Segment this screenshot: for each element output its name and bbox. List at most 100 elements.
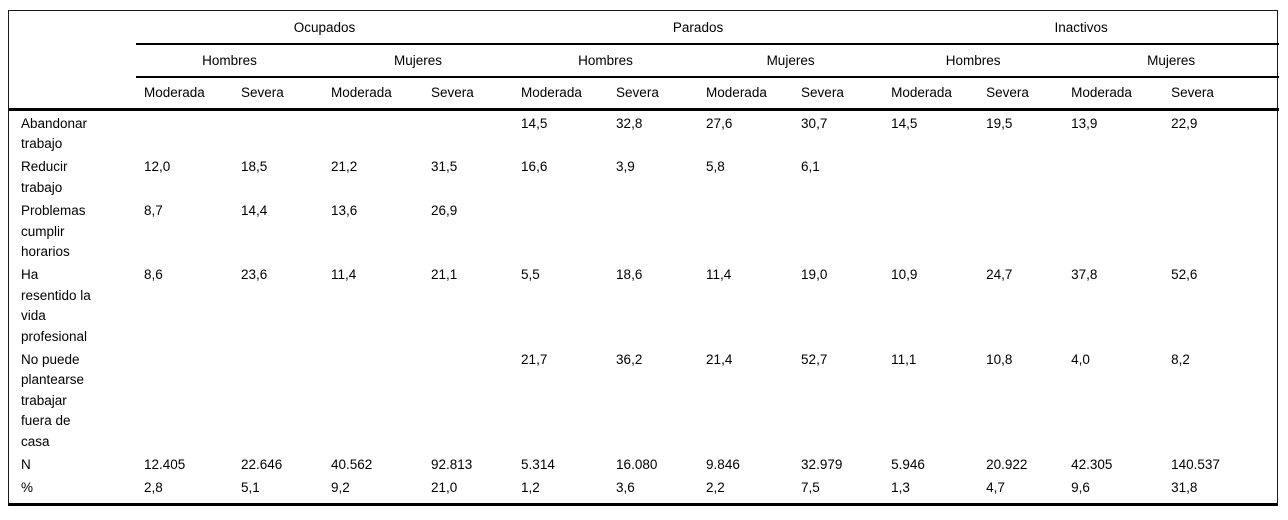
data-cell: 5.314 [521, 457, 555, 472]
data-cell: 13,6 [331, 203, 358, 219]
severity-header: Moderada [1063, 77, 1164, 111]
group-header-inactivos: Inactivos [883, 11, 1280, 45]
data-cell: 11,4 [331, 267, 357, 283]
data-cell: 10,9 [891, 267, 918, 283]
data-cell: 8,7 [144, 203, 163, 219]
severity-header: Severa [1163, 77, 1280, 111]
data-cell [883, 154, 978, 198]
group-header-row: Ocupados Parados Inactivos [9, 11, 1280, 45]
data-cell: 37,8 [1071, 267, 1098, 283]
data-cell: 8,2 [1171, 351, 1190, 367]
data-cell [136, 109, 233, 154]
group-header-ocupados: Ocupados [136, 11, 514, 45]
corner-cell [9, 44, 136, 77]
statistics-table-container: Ocupados Parados Inactivos Hombres Mujer… [8, 10, 1280, 506]
row-label: Ha resentido la vida profesional [21, 267, 91, 344]
gender-header: Hombres [883, 44, 1064, 78]
gender-header: Mujeres [323, 44, 514, 78]
data-cell [233, 109, 323, 154]
data-cell: 14,5 [891, 115, 918, 131]
data-cell: 5,5 [521, 267, 540, 283]
data-cell: 140.537 [1171, 457, 1220, 472]
severity-header: Severa [608, 77, 699, 111]
data-cell: 4,7 [986, 480, 1005, 496]
data-cell: 36,2 [616, 351, 643, 367]
data-cell [978, 198, 1063, 262]
data-cell: 11,1 [891, 351, 917, 367]
severity-header: Moderada [883, 77, 979, 111]
data-cell [883, 198, 978, 262]
corner-cell [9, 77, 136, 111]
data-cell: 23,6 [241, 267, 268, 283]
gender-header: Mujeres [1063, 44, 1280, 78]
data-cell: 32.979 [801, 457, 843, 472]
data-cell: 3,6 [616, 480, 635, 496]
data-cell [323, 109, 423, 154]
data-cell: 21,2 [331, 159, 358, 175]
data-cell [136, 347, 233, 452]
data-cell: 12.405 [144, 457, 186, 472]
data-cell [423, 347, 513, 452]
data-cell: 14,4 [241, 203, 268, 219]
data-cell: 5,1 [241, 480, 260, 496]
row-label: Problemas cumplir horarios [21, 203, 86, 259]
row-label: Abandonar trabajo [21, 115, 88, 151]
data-cell: 19,5 [986, 115, 1013, 131]
data-cell: 32,8 [616, 115, 643, 131]
severity-header: Moderada [323, 77, 423, 111]
data-cell: 9.846 [706, 457, 740, 472]
data-cell: 2,2 [706, 480, 725, 496]
data-cell: 9,6 [1071, 480, 1090, 496]
group-header-parados: Parados [513, 11, 884, 45]
gender-header: Hombres [136, 44, 323, 78]
severity-header: Severa [233, 77, 323, 111]
data-cell: 18,6 [616, 267, 643, 283]
data-cell: 14,5 [521, 115, 548, 131]
data-cell [608, 198, 698, 262]
data-cell: 27,6 [706, 115, 733, 131]
data-cell: 26,9 [431, 203, 458, 219]
row-label: No puede plantearse trabajar fuera de ca… [21, 351, 85, 449]
data-cell [233, 347, 323, 452]
data-cell: 24,7 [986, 267, 1013, 283]
data-cell: 4,0 [1071, 351, 1090, 367]
row-label: % [21, 480, 34, 496]
data-cell: 10,8 [986, 351, 1013, 367]
gender-header: Hombres [513, 44, 699, 78]
data-cell: 5.946 [891, 457, 925, 472]
data-cell: 52,7 [801, 351, 828, 367]
data-cell: 7,5 [801, 480, 820, 496]
data-cell: 13,9 [1071, 115, 1098, 131]
data-cell: 16.080 [616, 457, 658, 472]
data-cell: 20.922 [986, 457, 1028, 472]
severity-header: Severa [423, 77, 514, 111]
data-table: Ocupados Parados Inactivos Hombres Mujer… [9, 11, 1280, 503]
table-row: N 12.405 22.646 40.562 92.813 5.314 16.080 9.84… [9, 452, 1279, 475]
data-cell: 21,1 [431, 267, 458, 283]
data-cell [513, 198, 608, 262]
data-cell: 1,2 [521, 480, 540, 496]
data-cell: 9,2 [331, 480, 350, 496]
data-cell: 1,3 [891, 480, 910, 496]
data-cell: 42.305 [1071, 457, 1113, 472]
data-cell: 16,6 [521, 159, 548, 175]
data-cell: 11,4 [706, 267, 732, 283]
data-cell: 19,0 [801, 267, 828, 283]
data-cell [323, 347, 423, 452]
table-row: Reducir trabajo 12,0 18,5 21,2 31,5 16,6 3,9 5,… [9, 154, 1279, 198]
gender-header: Mujeres [698, 44, 884, 78]
table-row: Abandonar trabajo 14,5 32,8 27,6 30,7 14,5 19,… [9, 109, 1279, 154]
data-cell: 3,9 [616, 159, 635, 175]
severity-header: Severa [793, 77, 884, 111]
row-label: Reducir trabajo [21, 159, 68, 195]
data-cell: 22,9 [1171, 115, 1198, 131]
data-cell: 6,1 [801, 159, 820, 175]
data-cell: 30,7 [801, 115, 828, 131]
data-cell: 52,6 [1171, 267, 1198, 283]
data-cell: 31,8 [1171, 480, 1198, 496]
data-cell: 8,6 [144, 267, 163, 283]
data-cell [423, 109, 513, 154]
data-cell [1163, 198, 1279, 262]
table-row: Ha resentido la vida profesional 8,6 23,6 1… [9, 262, 1279, 347]
data-cell: 22.646 [241, 457, 283, 472]
